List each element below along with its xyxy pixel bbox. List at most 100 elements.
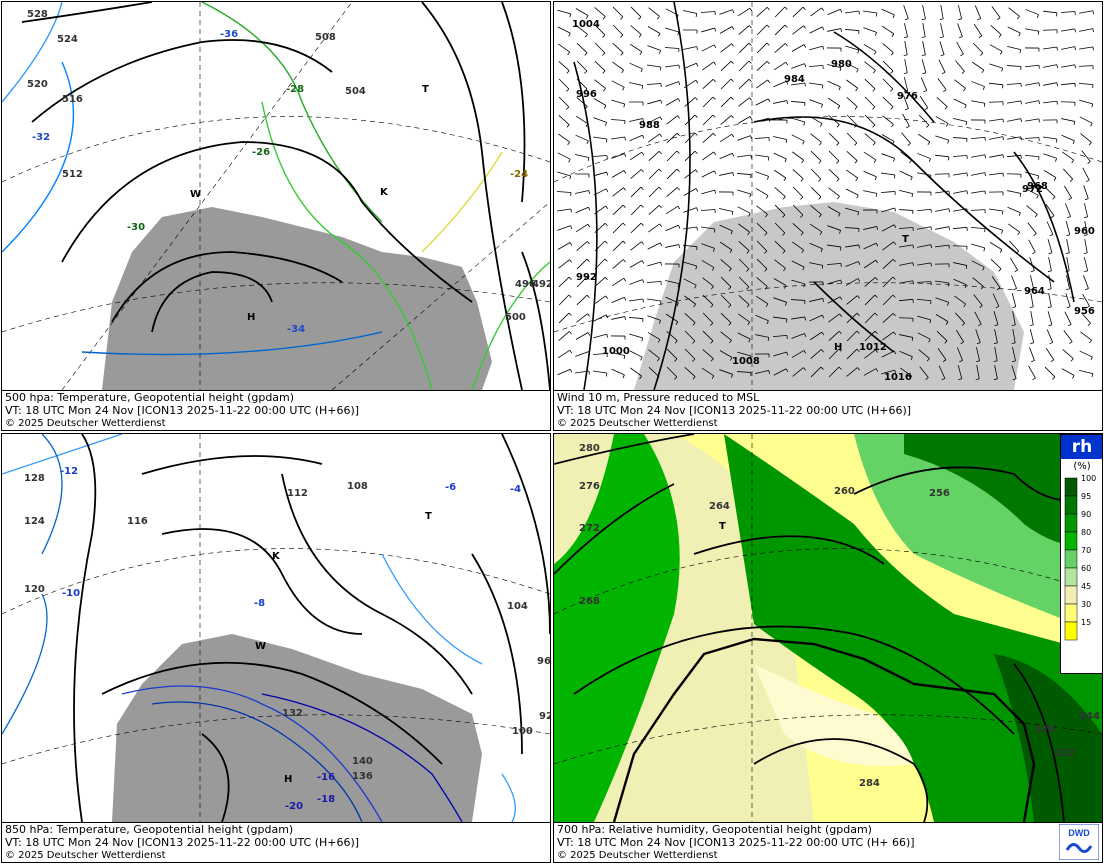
wind-barb-feather xyxy=(1020,118,1022,123)
wind-barb-feather xyxy=(587,157,590,161)
wind-barb xyxy=(971,190,985,194)
wind-barb xyxy=(629,134,643,142)
panel-wind-mslp: 1016 1012 1008 1004 1000 996 992 988 984… xyxy=(553,1,1103,431)
wind-barb-feather xyxy=(981,69,985,74)
wind-barb xyxy=(647,261,661,267)
wind-barb-feather xyxy=(566,88,570,92)
wind-barb xyxy=(935,314,949,322)
wind-barb xyxy=(938,365,946,379)
pressure-label: 1008 xyxy=(732,356,760,367)
wind-barb-feather xyxy=(892,259,896,263)
height-label: 264 xyxy=(709,501,730,512)
wind-barb xyxy=(1024,154,1040,158)
wind-barb-feather xyxy=(782,250,786,254)
wind-barb xyxy=(612,259,624,269)
wind-barb-feather xyxy=(586,140,589,145)
wind-barb xyxy=(882,313,894,323)
wind-barb xyxy=(1008,240,1020,252)
wind-barb-feather xyxy=(822,298,824,302)
cold-marker: K xyxy=(380,187,389,198)
wind-barb xyxy=(720,78,732,90)
wind-barb xyxy=(916,281,932,283)
temp-label: -8 xyxy=(254,598,265,609)
wind-barb xyxy=(594,79,606,89)
wind-barb xyxy=(683,207,697,213)
wind-barb-feather xyxy=(1030,288,1034,290)
wind-barb xyxy=(683,62,697,70)
wind-barb-feather xyxy=(696,63,699,67)
wind-barb xyxy=(953,278,967,286)
wind-barb xyxy=(773,80,787,88)
wind-barb-feather xyxy=(566,106,570,110)
wind-barb xyxy=(882,78,894,90)
wind-barb xyxy=(701,367,715,377)
wind-barb xyxy=(922,5,926,19)
wind-barb xyxy=(629,62,643,70)
wind-barb xyxy=(880,191,896,193)
land-area xyxy=(112,634,482,822)
dwd-logo: DWD xyxy=(1058,823,1100,861)
wind-barb-feather xyxy=(912,280,914,285)
copyright: © 2025 Deutscher Wetterdienst xyxy=(5,418,166,429)
wind-barb-feather xyxy=(1071,159,1075,164)
height-label: 96 xyxy=(537,656,550,667)
wind-barb-feather xyxy=(1055,158,1057,162)
wind-barb-feather xyxy=(786,81,789,85)
wind-barb-feather xyxy=(837,105,841,109)
wind-barb-feather xyxy=(584,88,588,92)
wind-barb xyxy=(1078,82,1094,86)
wind-barb-feather xyxy=(1069,178,1073,182)
wind-barb-feather xyxy=(1011,342,1016,344)
wind-barb-feather xyxy=(840,9,843,13)
wind-barb-feather xyxy=(659,50,661,54)
wind-barb xyxy=(1011,275,1017,289)
wind-barb xyxy=(1029,347,1035,361)
wind-barb xyxy=(1080,133,1092,143)
wind-barb xyxy=(736,173,752,175)
wind-barb-feather xyxy=(710,322,714,326)
wind-barb xyxy=(630,241,642,251)
wind-barb-feather xyxy=(1087,161,1091,164)
wind-barb-feather xyxy=(939,18,944,20)
wind-barb xyxy=(702,277,714,287)
wind-barb-feather xyxy=(570,369,573,373)
wind-barb-feather xyxy=(746,304,750,308)
wind-barb xyxy=(576,60,588,72)
wind-barb xyxy=(1025,9,1039,15)
wind-barb xyxy=(648,186,660,198)
temp-label: -10 xyxy=(62,588,80,599)
wind-barb-feather xyxy=(678,225,681,229)
wind-barb xyxy=(720,331,732,341)
wind-barb xyxy=(1007,100,1021,104)
wind-barb-feather xyxy=(621,69,624,74)
wind-barb-feather xyxy=(838,348,842,352)
height-label: 108 xyxy=(347,481,368,492)
wind-barb xyxy=(881,172,895,176)
wind-barb-feather xyxy=(892,313,896,317)
wind-barb xyxy=(791,350,805,358)
wind-barb-feather xyxy=(696,207,699,212)
low-marker: T xyxy=(902,234,909,245)
wind-barb-feather xyxy=(676,132,680,136)
height-label: 140 xyxy=(352,756,373,767)
wind-barb-feather xyxy=(1092,28,1094,33)
wind-barb-feather xyxy=(710,340,714,344)
wind-barb-feather xyxy=(836,160,840,164)
wind-barb xyxy=(772,335,788,337)
wind-barb-feather xyxy=(930,226,932,231)
wind-barb xyxy=(700,209,716,211)
wind-barb xyxy=(593,370,607,374)
wind-barb xyxy=(809,99,823,105)
wind-barb-feather xyxy=(820,349,824,353)
wind-barb-feather xyxy=(984,172,986,177)
wind-barb-feather xyxy=(623,259,626,263)
wind-barb xyxy=(702,61,714,71)
wind-barb xyxy=(989,208,1003,212)
wind-barb xyxy=(1047,239,1053,253)
wind-barb xyxy=(557,171,571,177)
wind-barb xyxy=(864,78,876,90)
wind-barb-feather xyxy=(946,123,949,127)
wind-barb-feather xyxy=(639,51,643,55)
wind-barb xyxy=(1046,221,1054,235)
map-wind-mslp: 1016 1012 1008 1004 1000 996 992 988 984… xyxy=(554,2,1102,390)
